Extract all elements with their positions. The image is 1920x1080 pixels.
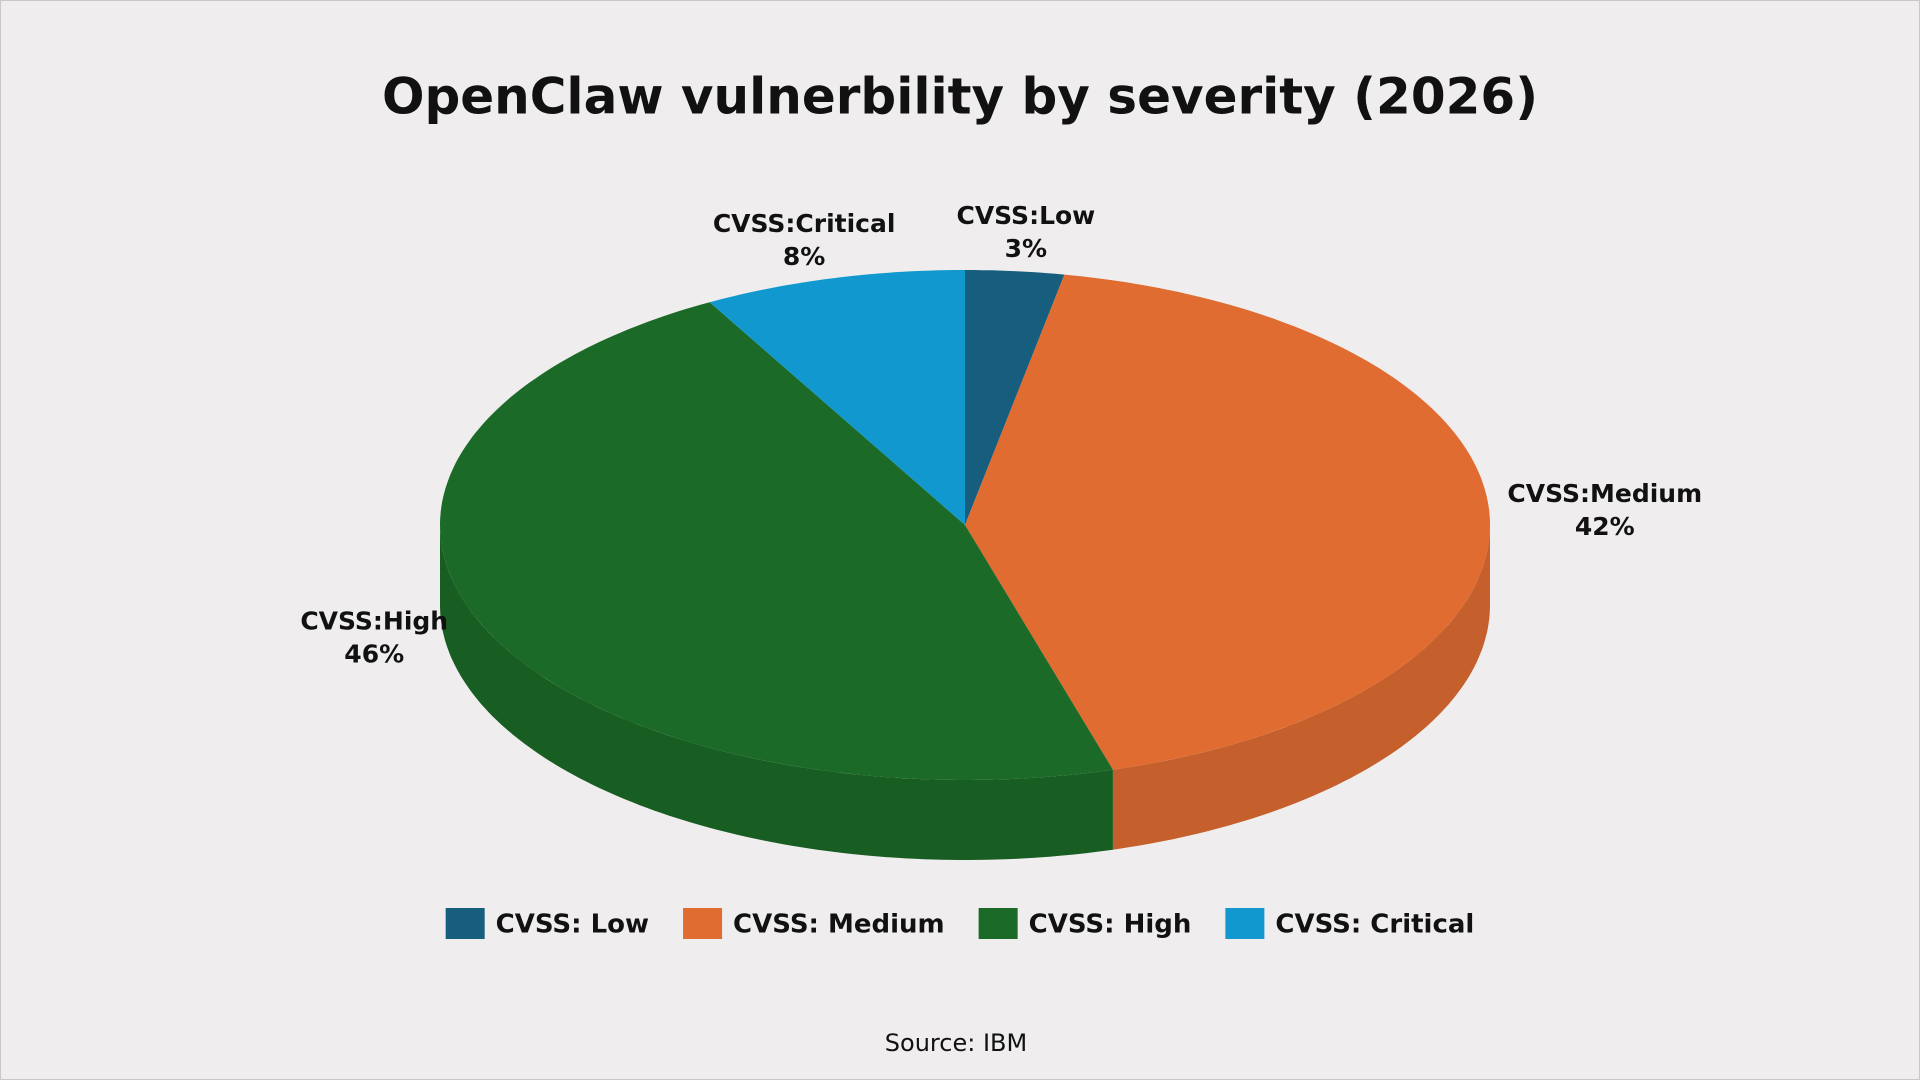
- slice: [709, 270, 965, 525]
- legend-label: CVSS: High: [1029, 910, 1192, 940]
- legend-label: CVSS: Critical: [1275, 910, 1474, 940]
- slice-side: [1112, 525, 1490, 850]
- slice: [965, 270, 1065, 525]
- slice: [965, 274, 1490, 770]
- legend-label: CVSS: Low: [496, 910, 649, 940]
- slice: [440, 302, 1113, 780]
- data-label-name: CVSS:High: [300, 606, 448, 635]
- legend: CVSS: Low CVSS: Medium CVSS: High CVSS: Cri…: [445, 908, 1474, 940]
- data-label-value: 3%: [1005, 234, 1047, 263]
- slice-side: [440, 525, 1113, 860]
- legend-swatch: [445, 908, 485, 939]
- data-label-value: 8%: [783, 242, 825, 271]
- data-label-value: 42%: [1575, 512, 1635, 541]
- chart-title: OpenClaw vulnerbility by severity (2026): [382, 68, 1538, 126]
- data-label-name: CVSS:Critical: [713, 209, 896, 238]
- data-label-name: CVSS:Medium: [1507, 479, 1702, 508]
- source-note: Source: IBM: [885, 1029, 1027, 1057]
- data-label-name: CVSS:Low: [956, 201, 1095, 230]
- legend-swatch: [978, 908, 1018, 939]
- legend-swatch: [683, 908, 723, 939]
- data-label-value: 46%: [344, 639, 404, 668]
- legend-label: CVSS: Medium: [733, 910, 945, 940]
- legend-swatch: [1225, 908, 1265, 939]
